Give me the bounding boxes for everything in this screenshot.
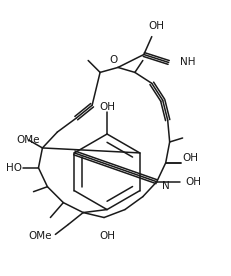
Text: OH: OH bbox=[185, 177, 202, 187]
Text: OMe: OMe bbox=[17, 135, 40, 145]
Text: N: N bbox=[162, 181, 170, 191]
Text: NH: NH bbox=[180, 57, 195, 67]
Text: OH: OH bbox=[182, 153, 199, 163]
Text: HO: HO bbox=[6, 163, 22, 173]
Text: O: O bbox=[109, 55, 117, 65]
Text: OH: OH bbox=[99, 231, 115, 242]
Text: OMe: OMe bbox=[28, 231, 52, 242]
Text: OH: OH bbox=[99, 102, 115, 112]
Text: OH: OH bbox=[149, 21, 165, 31]
